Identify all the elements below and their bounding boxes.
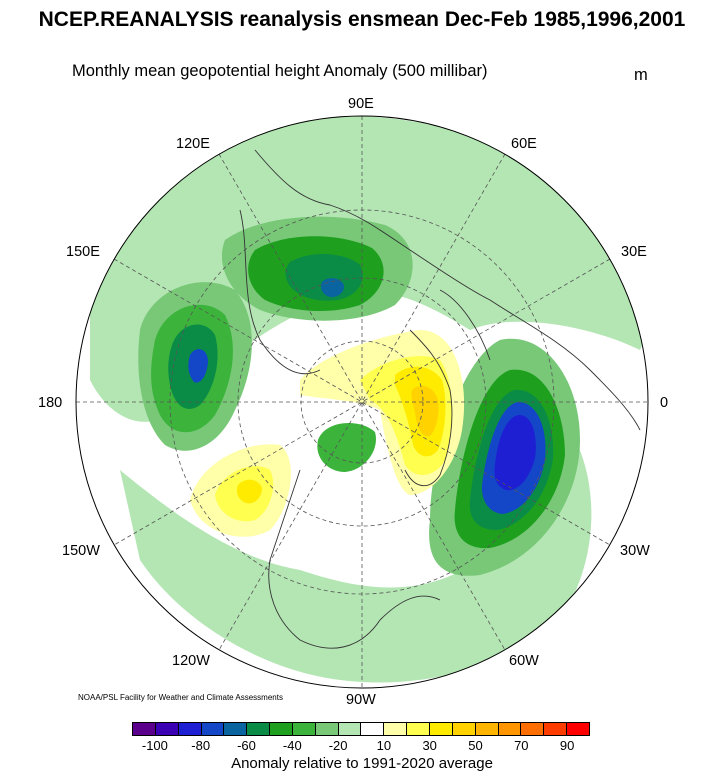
colorbar-tick-label: -80 xyxy=(191,738,211,753)
lon-label-120e: 120E xyxy=(176,136,210,152)
colorbar-ticks: -100 -80 -60 -40 -20 10 30 50 70 90 xyxy=(132,738,590,756)
colorbar-swatch xyxy=(201,723,225,735)
colorbar-swatch xyxy=(429,723,453,735)
colorbar-tick-label: -40 xyxy=(282,738,302,753)
colorbar-caption: Anomaly relative to 1991-2020 average xyxy=(231,755,493,772)
colorbar xyxy=(132,722,590,736)
globe-border xyxy=(75,115,649,689)
colorbar-swatch xyxy=(155,723,179,735)
colorbar-swatch xyxy=(247,723,271,735)
lon-label-150e: 150E xyxy=(66,244,100,260)
colorbar-tick-label: 30 xyxy=(422,738,437,753)
lon-label-90e: 90E xyxy=(348,96,374,112)
colorbar-swatch xyxy=(361,723,385,735)
lon-label-90w: 90W xyxy=(346,692,376,708)
colorbar-swatch xyxy=(224,723,248,735)
lon-label-0: 0 xyxy=(660,395,669,411)
graticule xyxy=(76,116,648,688)
colorbar-swatch xyxy=(452,723,476,735)
colorbar-swatch xyxy=(544,723,568,735)
colorbar-tick-label: -20 xyxy=(328,738,348,753)
lon-label-120w: 120W xyxy=(172,653,210,669)
colorbar-tick-label: -60 xyxy=(237,738,256,753)
colorbar-swatch xyxy=(338,723,362,735)
colorbar-swatch xyxy=(498,723,522,735)
credit-text: NOAA/PSL Facility for Weather and Climat… xyxy=(78,693,283,702)
lon-label-30w: 30W xyxy=(620,543,650,559)
colorbar-swatch xyxy=(521,723,545,735)
units-label: m xyxy=(634,66,648,84)
colorbar-tick-label: 90 xyxy=(559,738,575,753)
anomaly-field xyxy=(76,116,648,688)
colorbar-tick-label: -100 xyxy=(141,738,168,753)
colorbar-swatch xyxy=(133,723,156,735)
colorbar-tick-label: 70 xyxy=(514,738,529,753)
chart-title: NCEP.REANALYSIS reanalysis ensmean Dec-F… xyxy=(38,8,686,31)
lon-label-30e: 30E xyxy=(621,244,647,260)
chart-subtitle: Monthly mean geopotential height Anomaly… xyxy=(72,62,488,80)
colorbar-tick-label: 10 xyxy=(376,738,392,753)
colorbar-swatch xyxy=(292,723,316,735)
colorbar-swatch xyxy=(384,723,408,735)
lon-label-150w: 150W xyxy=(62,543,100,559)
colorbar-swatch xyxy=(567,723,589,735)
lon-label-60e: 60E xyxy=(511,136,537,152)
colorbar-swatch xyxy=(407,723,430,735)
colorbar-swatch xyxy=(270,723,293,735)
colorbar-swatch xyxy=(178,723,202,735)
coastlines xyxy=(239,149,641,649)
colorbar-swatch xyxy=(315,723,339,735)
lon-label-60w: 60W xyxy=(509,653,539,669)
colorbar-tick-label: 50 xyxy=(468,738,483,753)
colorbar-swatch xyxy=(475,723,499,735)
lon-label-180: 180 xyxy=(38,395,63,411)
